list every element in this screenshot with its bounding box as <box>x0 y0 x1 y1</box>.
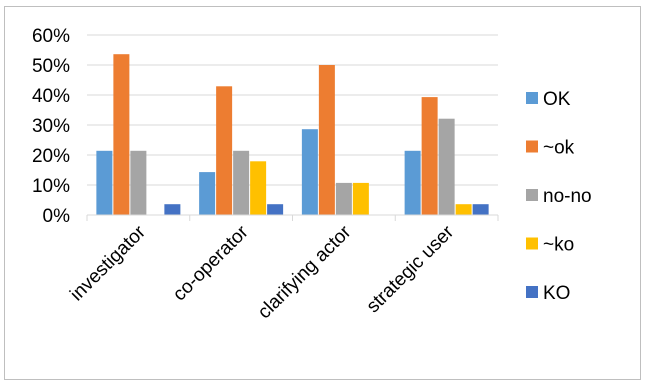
bar <box>216 86 233 215</box>
legend-swatch <box>526 237 538 250</box>
bar <box>335 182 352 215</box>
y-tick-label: 60% <box>32 26 70 47</box>
legend-label: ~ok <box>543 138 575 159</box>
bar <box>318 65 335 215</box>
y-tick-label: 20% <box>32 146 70 167</box>
bar <box>472 204 489 215</box>
bars <box>96 54 489 216</box>
legend-swatch <box>526 189 538 201</box>
bar <box>421 97 438 215</box>
bar <box>352 182 369 215</box>
legend-label: ~ko <box>543 235 574 256</box>
legend-swatch <box>526 140 538 153</box>
bar <box>96 150 113 215</box>
y-axis-ticks: 0% 10% 20% 30% 40% 50% 60% <box>32 26 70 227</box>
category-labels: investigator co-operator clarifying actor s… <box>66 221 458 323</box>
legend: OK ~ok no-no ~ko KO <box>526 89 592 304</box>
x-axis <box>86 214 499 221</box>
bar <box>301 129 318 215</box>
legend-label: KO <box>543 283 570 304</box>
bar <box>130 150 147 215</box>
bar <box>113 54 130 216</box>
bar <box>233 150 250 215</box>
category-label: co-operator <box>169 221 253 305</box>
legend-label: no-no <box>543 186 592 207</box>
y-tick-label: 30% <box>32 116 70 137</box>
category-label: investigator <box>66 221 150 305</box>
y-tick-label: 10% <box>32 176 70 197</box>
bar <box>455 204 472 215</box>
bar <box>267 204 284 215</box>
y-tick-label: 50% <box>32 56 70 77</box>
legend-label: OK <box>543 89 571 110</box>
bar <box>199 172 216 215</box>
category-label: strategic user <box>363 221 459 317</box>
bar <box>164 204 181 215</box>
legend-swatch <box>526 286 538 298</box>
y-tick-label: 40% <box>32 86 70 107</box>
legend-swatch <box>526 92 538 104</box>
bar <box>250 161 267 215</box>
bar <box>404 150 421 215</box>
y-tick-label: 0% <box>43 206 71 227</box>
bar <box>438 118 455 215</box>
category-label: clarifying actor <box>254 221 356 323</box>
